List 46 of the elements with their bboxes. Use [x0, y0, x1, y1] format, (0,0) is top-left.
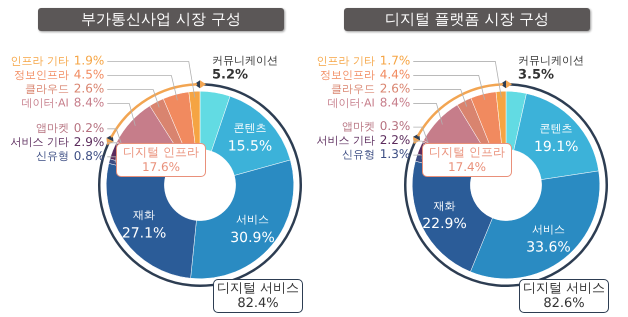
slice-label: 정보인프라 — [320, 68, 375, 82]
data-label: 30.9% — [230, 230, 275, 246]
data-label: 33.6% — [526, 240, 571, 256]
slice-label: 인프라 기타 — [10, 54, 69, 68]
slice-label: 서비스 — [236, 213, 270, 226]
data-label: 2.6% — [74, 82, 104, 96]
text: 디지털 서비스 82.6% — [519, 279, 609, 313]
data-label: 2.6% — [380, 82, 410, 96]
data-label: 0.3% — [380, 119, 410, 134]
slice-label: 콘텐츠 — [233, 122, 266, 135]
slice-label: 데이터·AI — [22, 96, 69, 110]
slice-label: 신유형 — [342, 148, 375, 161]
slice-label: 앱마켓 — [342, 120, 375, 133]
data-label: 19.1% — [534, 138, 578, 155]
data-label: 5.2% — [212, 68, 248, 83]
slice-label: 커뮤니케이션 — [518, 54, 584, 68]
chart-title: 부가통신사업 시장 구성 — [38, 8, 284, 31]
data-label: 0.2% — [74, 120, 104, 135]
slice-label: 서비스 기타 — [316, 134, 375, 147]
data-label: 8.4% — [380, 96, 410, 110]
slice-label: 신유형 — [36, 150, 69, 163]
data-label: 2.2% — [380, 133, 410, 148]
slice-label: 정보인프라 — [14, 68, 69, 82]
slice-label: 서비스 — [532, 222, 565, 236]
chart-title: 디지털 플랫폼 시장 구성 — [344, 8, 590, 31]
data-label: 4.5% — [74, 68, 104, 82]
data-label: 2.9% — [74, 134, 104, 149]
data-label: 3.5% — [518, 68, 554, 83]
slice-label: 콘텐츠 — [540, 122, 573, 135]
data-label: 15.5% — [228, 138, 272, 154]
data-label: 22.9% — [422, 216, 467, 232]
slice-label: 서비스 기타 — [10, 136, 69, 149]
slice-label: 클라우드 — [24, 82, 69, 96]
data-label: 1.7% — [380, 54, 410, 68]
slice-label: 데이터·AI — [328, 96, 375, 110]
slice-label: 재화 — [434, 199, 456, 212]
data-label: 4.4% — [380, 68, 410, 82]
slice-label: 클라우드 — [330, 82, 375, 96]
slice-label: 앱마켓 — [36, 122, 69, 135]
data-label: 27.1% — [122, 225, 166, 242]
data-label: 1.9% — [74, 54, 104, 68]
slice-label: 인프라 기타 — [316, 54, 375, 68]
slice-label: 재화 — [133, 208, 156, 222]
data-label: 8.4% — [74, 96, 104, 110]
slice-label: 커뮤니케이션 — [212, 54, 278, 68]
text: 디지털 서비스 82.4% — [213, 279, 303, 313]
